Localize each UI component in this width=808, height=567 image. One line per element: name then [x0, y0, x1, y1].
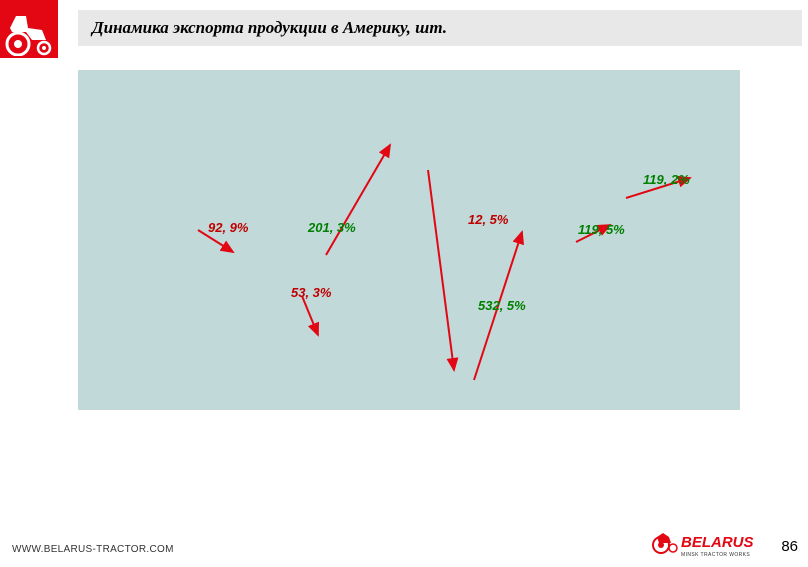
- svg-text:BELARUS: BELARUS: [681, 534, 754, 551]
- header-bar: Динамика экспорта продукции в Америку, ш…: [78, 10, 802, 46]
- tractor-icon: [2, 8, 56, 56]
- page-title: Динамика экспорта продукции в Америку, ш…: [92, 18, 447, 38]
- footer-url: WWW.BELARUS-TRACTOR.COM: [12, 544, 174, 555]
- brand-red-block: [0, 0, 58, 58]
- arrows-layer: [78, 70, 740, 410]
- svg-text:MINSK TRACTOR WORKS: MINSK TRACTOR WORKS: [681, 552, 750, 558]
- percent-label: 53, 3%: [291, 285, 331, 300]
- trend-arrow: [428, 170, 454, 370]
- trend-arrow: [302, 296, 318, 335]
- chart-area: 119, 2% 92, 9% 201, 3% 12, 5% 119, 5% 53, 3% 5…: [78, 70, 740, 410]
- percent-label: 201, 3%: [308, 220, 356, 235]
- percent-label: 92, 9%: [208, 220, 248, 235]
- trend-arrow: [326, 145, 390, 255]
- percent-label: 119, 2%: [643, 172, 690, 187]
- percent-label: 532, 5%: [478, 298, 526, 313]
- percent-label: 119, 5%: [578, 222, 625, 237]
- percent-label: 12, 5%: [468, 212, 508, 227]
- belarus-logo: BELARUS MINSK TRACTOR WORKS: [651, 531, 766, 559]
- page-number: 86: [781, 538, 798, 555]
